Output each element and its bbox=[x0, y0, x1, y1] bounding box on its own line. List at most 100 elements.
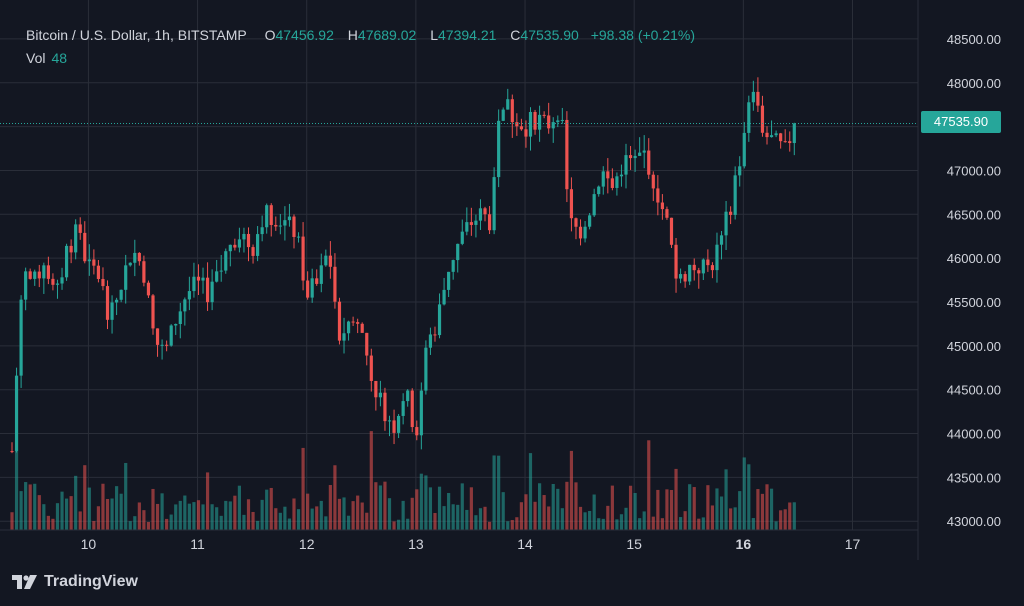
volume-bar bbox=[510, 520, 514, 530]
volume-bar bbox=[660, 518, 664, 530]
volume-bar bbox=[346, 515, 351, 530]
candle-body bbox=[346, 321, 351, 334]
volume-bar bbox=[724, 469, 728, 530]
x-tick-label: 15 bbox=[626, 536, 642, 552]
volume-bar bbox=[55, 503, 60, 530]
volume-bar bbox=[256, 520, 260, 530]
candle-body bbox=[415, 427, 419, 436]
volume-bar bbox=[387, 498, 392, 530]
candle-body bbox=[397, 415, 401, 433]
volume-bar bbox=[747, 464, 751, 530]
volume-bar bbox=[487, 521, 492, 530]
x-tick-label: 12 bbox=[299, 536, 315, 552]
tradingview-logo-icon bbox=[12, 575, 37, 589]
volume-bar bbox=[374, 482, 378, 530]
candle-body bbox=[478, 208, 483, 221]
volume-bar bbox=[537, 483, 542, 530]
volume-bar bbox=[210, 504, 214, 530]
volume-bar bbox=[328, 485, 332, 530]
candle-body bbox=[628, 155, 633, 159]
x-tick-label: 16 bbox=[736, 536, 752, 552]
volume-bar bbox=[146, 521, 151, 530]
volume-bar bbox=[419, 473, 423, 530]
open-label: O bbox=[264, 27, 276, 43]
symbol-title[interactable]: Bitcoin / U.S. Dollar, 1h, BITSTAMP bbox=[26, 27, 247, 43]
volume-bar bbox=[610, 485, 614, 530]
candle-body bbox=[260, 227, 264, 235]
volume-bar bbox=[319, 500, 323, 530]
volume-bar bbox=[706, 485, 710, 530]
candle-body bbox=[296, 236, 301, 238]
candle-body bbox=[205, 277, 210, 303]
volume-bar bbox=[656, 489, 660, 530]
candle-body bbox=[383, 392, 387, 422]
candle-body bbox=[101, 278, 105, 287]
volume-bar bbox=[751, 518, 755, 530]
tradingview-logo[interactable]: TradingView bbox=[12, 573, 138, 591]
candle-body bbox=[10, 451, 14, 453]
volume-bar bbox=[10, 512, 14, 530]
candle-body bbox=[337, 301, 342, 341]
volume-bar bbox=[592, 494, 596, 530]
volume-bar bbox=[760, 493, 765, 530]
candle-body bbox=[133, 252, 137, 263]
x-axis: 10 11 12 13 14 15 16 17 bbox=[81, 536, 861, 552]
volume-bar bbox=[442, 506, 446, 530]
candle-body bbox=[196, 276, 201, 281]
volume-label[interactable]: Vol bbox=[26, 50, 46, 66]
candle-body bbox=[578, 226, 583, 239]
volume-bar bbox=[251, 511, 255, 530]
open-value: 47456.92 bbox=[275, 27, 334, 43]
candle-body bbox=[301, 236, 305, 281]
volume-bar bbox=[433, 513, 437, 530]
candle-body bbox=[615, 176, 619, 188]
candle-body bbox=[151, 295, 155, 329]
candle-body bbox=[742, 132, 746, 167]
candle-body bbox=[738, 166, 742, 176]
volume-bar bbox=[410, 497, 414, 530]
candle-body bbox=[46, 265, 50, 279]
volume-bar bbox=[688, 484, 692, 530]
high-value: 47689.02 bbox=[357, 27, 417, 43]
low-label: L bbox=[430, 27, 438, 43]
candle-body bbox=[638, 152, 642, 156]
candle-body bbox=[606, 171, 610, 179]
candle-body bbox=[656, 188, 660, 203]
volume-bar bbox=[137, 502, 141, 530]
candle-body bbox=[69, 245, 73, 253]
volume-bar bbox=[69, 496, 73, 530]
volume-bar bbox=[497, 455, 501, 530]
candle-body bbox=[160, 344, 164, 346]
candle-body bbox=[756, 91, 760, 106]
high-label: H bbox=[347, 27, 358, 43]
volume-bar bbox=[51, 518, 55, 530]
candle-body bbox=[55, 283, 60, 285]
volume-bar bbox=[169, 514, 173, 530]
candle-body bbox=[246, 233, 251, 248]
volume-bar bbox=[460, 483, 464, 530]
volume-bar bbox=[333, 465, 337, 530]
candle-body bbox=[765, 132, 769, 138]
volume-bar bbox=[556, 488, 560, 530]
volume-bar bbox=[401, 500, 405, 530]
volume-bar bbox=[551, 484, 555, 530]
candle-body bbox=[592, 194, 596, 216]
candle-body bbox=[233, 244, 237, 248]
candle-body bbox=[551, 122, 555, 129]
volume-bar bbox=[124, 462, 128, 530]
candle-body bbox=[178, 311, 182, 325]
candle-body bbox=[688, 264, 692, 282]
x-tick-label: 17 bbox=[845, 536, 861, 552]
candle-body bbox=[37, 271, 41, 279]
volume-bar bbox=[151, 488, 155, 530]
candle-body bbox=[547, 115, 551, 129]
candle-body bbox=[774, 133, 778, 136]
candle-body bbox=[324, 255, 328, 266]
volume-bar bbox=[187, 503, 191, 530]
volume-bar bbox=[283, 506, 287, 530]
volume-bar bbox=[651, 516, 655, 530]
volume-bar bbox=[569, 450, 574, 530]
candle-body bbox=[651, 174, 655, 189]
candle-body bbox=[278, 225, 282, 227]
